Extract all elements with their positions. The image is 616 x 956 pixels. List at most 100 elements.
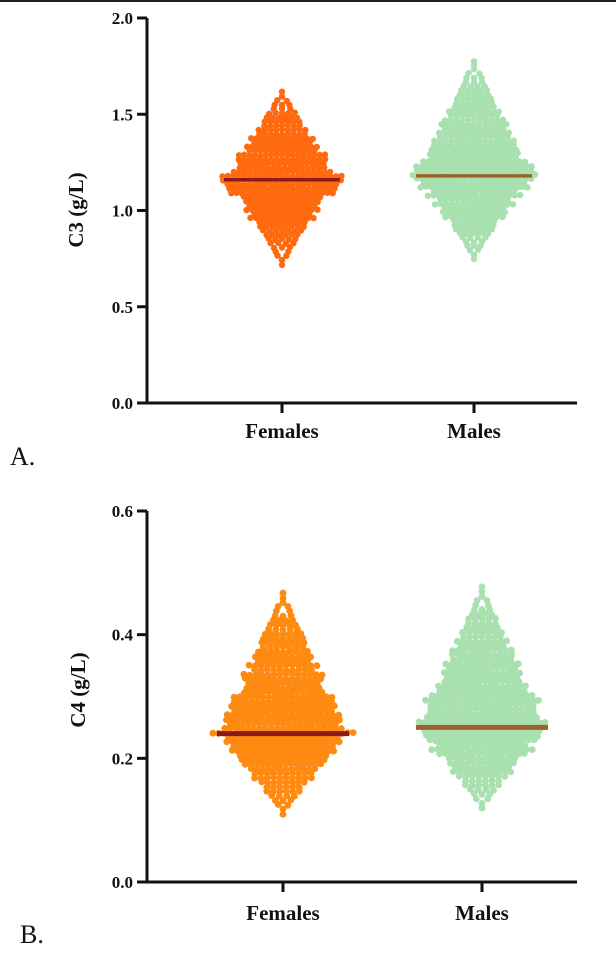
data-point	[462, 167, 470, 174]
data-point	[276, 783, 284, 791]
data-point	[252, 653, 259, 661]
data-point	[279, 797, 287, 805]
data-point	[429, 715, 437, 722]
data-point	[292, 621, 299, 629]
median-layer	[224, 174, 532, 182]
data-point	[252, 671, 260, 679]
data-point	[509, 201, 517, 208]
data-point	[278, 156, 286, 163]
data-point	[453, 637, 461, 645]
data-point	[281, 164, 288, 172]
data-point	[504, 683, 512, 691]
data-point	[456, 92, 463, 99]
data-point	[478, 593, 486, 600]
data-point	[454, 200, 461, 208]
data-point	[484, 651, 492, 658]
data-point	[316, 151, 323, 159]
data-point	[332, 173, 340, 180]
data-point	[462, 218, 469, 225]
data-point	[497, 146, 504, 154]
data-point	[441, 669, 448, 677]
data-point	[240, 181, 248, 189]
data-point	[436, 180, 443, 187]
data-point	[493, 683, 500, 690]
data-point	[230, 693, 238, 701]
data-point	[235, 152, 243, 159]
y-tick-label: 0.0	[112, 873, 133, 892]
data-point	[284, 801, 292, 809]
data-point	[278, 101, 286, 109]
data-point	[230, 168, 238, 176]
data-point	[449, 647, 456, 655]
data-point	[505, 129, 512, 136]
data-point	[449, 121, 456, 128]
data-point	[472, 638, 480, 646]
data-point	[224, 172, 232, 180]
data-point	[481, 754, 489, 762]
data-point	[512, 705, 520, 713]
data-point	[468, 777, 476, 785]
data-point	[271, 698, 278, 706]
data-point	[493, 669, 500, 677]
category-labels: Females Males	[246, 882, 509, 925]
data-point	[518, 705, 526, 713]
data-point	[337, 725, 345, 732]
data-point	[449, 710, 457, 717]
data-point	[321, 169, 328, 176]
data-point	[494, 159, 502, 166]
data-point	[511, 159, 518, 166]
data-point	[278, 88, 286, 95]
data-point	[267, 123, 274, 130]
data-point	[223, 711, 231, 719]
data-point	[457, 129, 464, 136]
data-point	[252, 152, 259, 159]
data-point	[511, 665, 518, 672]
data-point	[493, 116, 501, 124]
data-point	[288, 653, 296, 661]
data-point	[305, 766, 313, 773]
data-point	[268, 156, 275, 163]
data-point	[500, 167, 507, 175]
data-point	[441, 117, 449, 124]
data-point	[453, 117, 460, 124]
data-point	[504, 741, 511, 749]
data-point	[475, 764, 483, 771]
data-point	[470, 116, 478, 124]
data-point	[436, 129, 443, 136]
data-point	[465, 70, 472, 77]
data-point	[490, 108, 497, 116]
data-point	[463, 74, 470, 82]
data-point	[264, 779, 272, 787]
data-point	[518, 710, 526, 718]
data-point	[436, 687, 444, 695]
data-point	[279, 685, 287, 692]
data-point	[289, 173, 296, 180]
data-point	[271, 612, 279, 620]
data-point	[313, 662, 321, 670]
data-point	[257, 152, 264, 159]
data-point	[223, 716, 230, 724]
data-point	[255, 648, 262, 656]
data-point	[310, 214, 317, 222]
data-point	[470, 239, 478, 246]
data-point	[499, 642, 507, 650]
data-point	[270, 244, 278, 252]
data-point	[485, 92, 492, 99]
data-point	[266, 110, 273, 118]
data-point	[278, 256, 286, 264]
category-label-females: Females	[245, 419, 318, 443]
data-point	[473, 104, 480, 112]
data-point	[278, 110, 286, 117]
data-point	[288, 698, 295, 705]
data-point	[286, 189, 294, 197]
data-point	[267, 131, 274, 138]
data-point	[282, 711, 290, 719]
data-point	[305, 152, 312, 159]
data-point	[291, 109, 298, 116]
data-point	[270, 653, 278, 661]
data-point	[419, 158, 427, 165]
data-point	[450, 656, 457, 664]
y-tick-label: 1.0	[112, 202, 133, 221]
data-point	[470, 79, 478, 86]
data-point	[293, 215, 300, 222]
